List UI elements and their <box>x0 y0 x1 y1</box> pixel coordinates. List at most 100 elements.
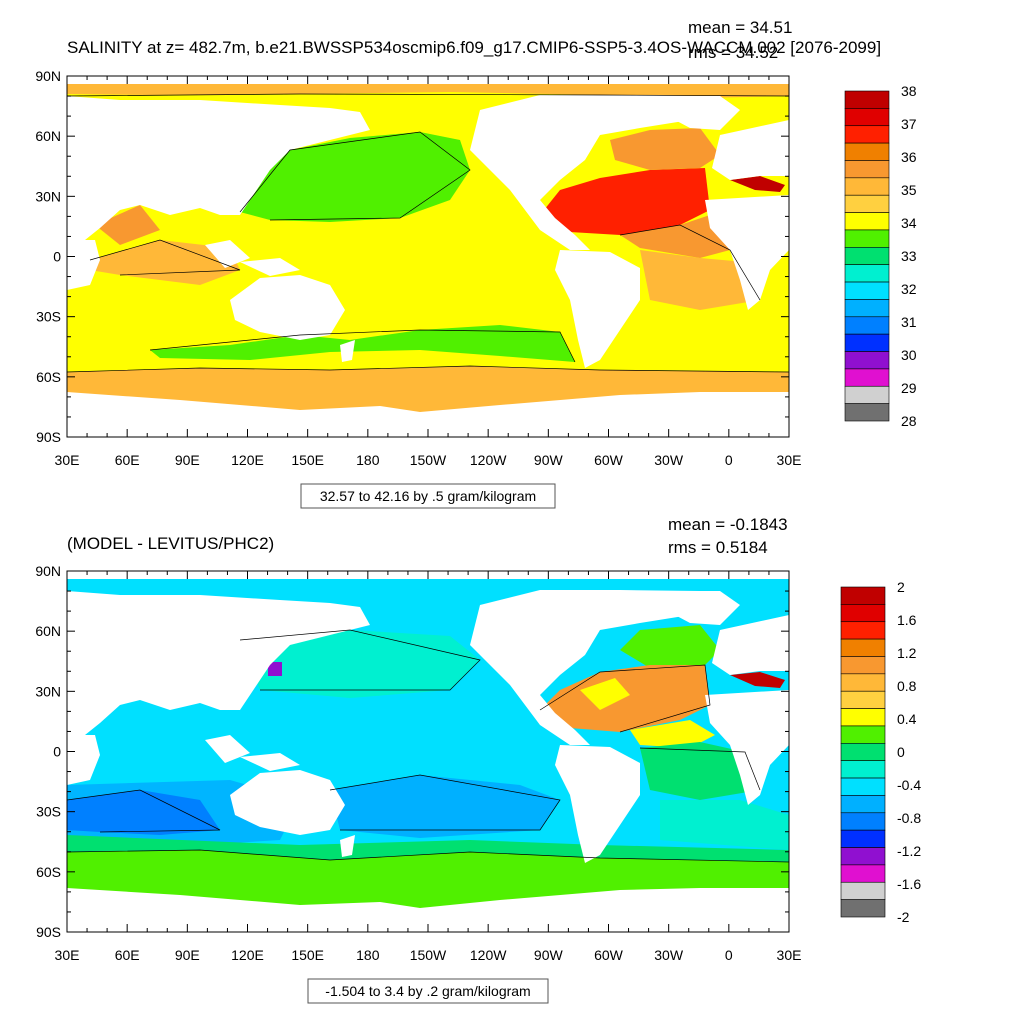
arabian-sea <box>95 205 160 245</box>
rms-label: rms = 0.5184 <box>668 538 768 557</box>
south-atlantic-anomaly <box>640 742 760 800</box>
colorbar-swatch <box>844 351 890 370</box>
colorbar-swatch <box>844 281 890 300</box>
lon-label: 30E <box>55 452 80 468</box>
lon-label: 60E <box>115 947 140 963</box>
range-box <box>300 483 556 509</box>
lat-label: 60N <box>35 623 61 639</box>
lat-ticks <box>67 570 789 933</box>
lon-label: 30W <box>654 452 684 468</box>
south-pacific-low <box>330 775 560 838</box>
greenland-land <box>650 591 740 625</box>
colorbar-swatch <box>840 656 886 675</box>
mediterranean <box>730 672 785 688</box>
north-atlantic-anomaly <box>540 665 710 732</box>
north-america-land <box>470 590 700 745</box>
south-atlantic <box>640 250 760 310</box>
tropical-atlantic <box>620 215 730 258</box>
lat-label: 30N <box>35 683 61 699</box>
colorbar-swatch <box>844 264 890 283</box>
colorbar-swatch <box>844 90 890 109</box>
salinity-colorbar: 38 37 36 35 34 33 32 31 30 29 28 <box>844 83 917 429</box>
lat-label: 60S <box>36 864 61 880</box>
colorbar-label: 30 <box>901 347 917 363</box>
colorbar-swatch <box>840 864 886 883</box>
panel-title: SALINITY at z= 482.7m, b.e21.BWSSP534osc… <box>67 38 881 57</box>
colorbar-label: -0.4 <box>897 777 921 793</box>
lon-label: 60W <box>594 947 624 963</box>
lon-label: 30E <box>55 947 80 963</box>
colorbar-label: 38 <box>901 83 917 99</box>
lon-label: 0 <box>725 452 733 468</box>
colorbar-swatch <box>844 403 890 422</box>
colorbar-swatch <box>844 368 890 387</box>
subpolar-atlantic <box>620 625 720 670</box>
lon-ticks <box>66 76 790 437</box>
lon-axis-labels: 30E 60E 90E 120E 150E 180 150W 120W 90W 60W 30W 0 30… <box>55 452 802 468</box>
lat-label: 60N <box>35 128 61 144</box>
colorbar-swatch <box>840 690 886 709</box>
colorbar-label: 29 <box>901 380 917 396</box>
colorbar-label: -0.8 <box>897 810 921 826</box>
colorbar-swatch <box>840 743 886 761</box>
lat-label: 90N <box>35 68 61 84</box>
lon-label: 150E <box>291 947 324 963</box>
colorbar-swatch <box>844 177 890 196</box>
antarctica-land <box>67 392 789 437</box>
lon-label: 120E <box>231 452 264 468</box>
colorbar-swatch <box>844 385 890 404</box>
south-america-land <box>555 250 640 368</box>
colorbar-label: 2 <box>897 579 905 595</box>
lat-label: 90S <box>36 924 61 940</box>
north-pacific-low <box>240 132 470 222</box>
north-atlantic-high <box>540 168 710 235</box>
lat-axis-labels: 90N 60N 30N 0 30S 60S 90S <box>35 563 61 940</box>
colorbar-label: 28 <box>901 413 917 429</box>
antarctic-intermediate <box>150 325 575 362</box>
colorbar-swatch <box>840 638 886 657</box>
subpolar-atlantic <box>610 128 720 170</box>
colorbar-swatch <box>840 725 886 744</box>
lon-label: 0 <box>725 947 733 963</box>
colorbar-swatch <box>844 194 890 213</box>
range-label: -1.504 to 3.4 by .2 gram/kilogram <box>325 983 530 999</box>
colorbar-label: 1.6 <box>897 612 917 628</box>
lon-label: 30W <box>654 947 684 963</box>
colorbar-swatch <box>844 160 890 179</box>
colorbar-label: 35 <box>901 182 917 198</box>
lat-label: 30S <box>36 804 61 820</box>
australia-land <box>230 275 345 340</box>
colorbar-swatch <box>840 708 886 727</box>
rms-label: rms = 34.52 <box>688 43 778 62</box>
colorbar-label: -1.6 <box>897 876 921 892</box>
colorbar-label: 31 <box>901 314 917 330</box>
colorbar-label: 0 <box>897 744 905 760</box>
lon-label: 90E <box>175 947 200 963</box>
east-africa-land <box>67 240 100 290</box>
lat-axis-labels: 90N 60N 30N 0 30S 60S 90S <box>35 68 61 445</box>
lat-label: 90S <box>36 429 61 445</box>
mean-label: mean = 34.51 <box>688 18 792 37</box>
europe-land <box>712 120 789 180</box>
salinity-panel: SALINITY at z= 482.7m, b.e21.BWSSP534osc… <box>35 18 917 509</box>
lon-label: 60E <box>115 452 140 468</box>
colorbar-swatch <box>844 212 890 231</box>
indian-ocean-high <box>90 240 240 285</box>
colorbar-label: 37 <box>901 116 917 132</box>
difference-colorbar: 2 1.6 1.2 0.8 0.4 0 -0.4 -0.8 -1.2 -1.6 -2 <box>840 579 921 925</box>
colorbar-swatch <box>844 108 890 127</box>
colorbar-label: 34 <box>901 215 917 231</box>
colorbar-swatch <box>840 829 886 848</box>
colorbar-swatch <box>844 247 890 265</box>
lat-label: 30S <box>36 309 61 325</box>
colorbar-swatch <box>840 673 886 692</box>
colorbar-swatch <box>844 316 890 335</box>
lat-ticks <box>67 75 789 438</box>
lon-label: 150E <box>291 452 324 468</box>
lon-label: 90W <box>534 947 564 963</box>
colorbar-swatch <box>844 333 890 352</box>
lon-label: 30E <box>777 452 802 468</box>
colorbar-label: -1.2 <box>897 843 921 859</box>
colorbar-label: 0.4 <box>897 711 917 727</box>
